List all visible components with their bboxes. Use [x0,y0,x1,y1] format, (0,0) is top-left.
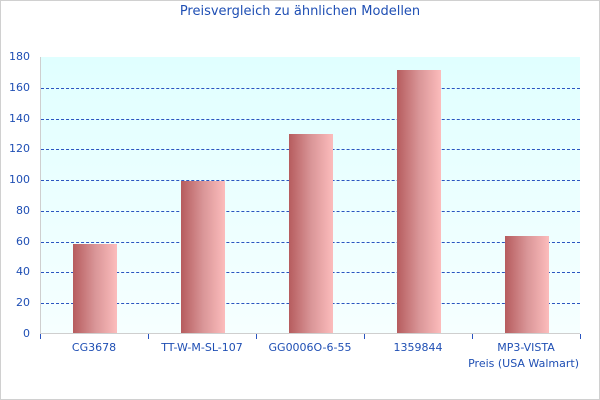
y-tick-label: 100 [9,173,30,187]
gridline [41,118,580,120]
x-tick-label: CG3678 [71,341,117,354]
x-tick-mark [40,334,41,339]
y-tick-label: 0 [23,327,30,340]
bar-tt-w-m-sl-107 [181,180,225,333]
x-tick-label: TT-W-M-SL-107 [161,341,243,354]
x-tick-mark [580,334,581,339]
y-tick-label: 20 [16,296,30,310]
x-tick-mark [364,334,365,339]
y-tick-label: 80 [16,203,30,217]
x-tick-mark [148,334,149,339]
y-tick-label: 140 [9,111,30,125]
x-tick-label: GG0006O-6-55 [268,341,352,354]
bar-1359844 [397,69,441,333]
bar-cg3678 [73,243,117,333]
chart-title: Preisvergleich zu ähnlichen Modellen [179,4,421,19]
x-tick-mark [472,334,473,339]
x-tick-mark [256,334,257,339]
bar-mp3-vista [505,236,549,333]
y-tick-label: 60 [16,234,30,248]
x-tick-label: MP3-VISTA [497,341,555,354]
x-axis-title: Preis (USA Walmart) [468,357,579,370]
y-tick-label: 180 [9,50,30,63]
y-tick-label: 120 [9,142,30,156]
y-tick-label: 40 [16,265,30,279]
plot-area [40,57,580,334]
x-tick-label: 1359844 [393,341,443,354]
bar-gg0006o-6-55 [289,134,333,333]
gridline [41,87,580,89]
y-tick-label: 160 [9,80,30,94]
